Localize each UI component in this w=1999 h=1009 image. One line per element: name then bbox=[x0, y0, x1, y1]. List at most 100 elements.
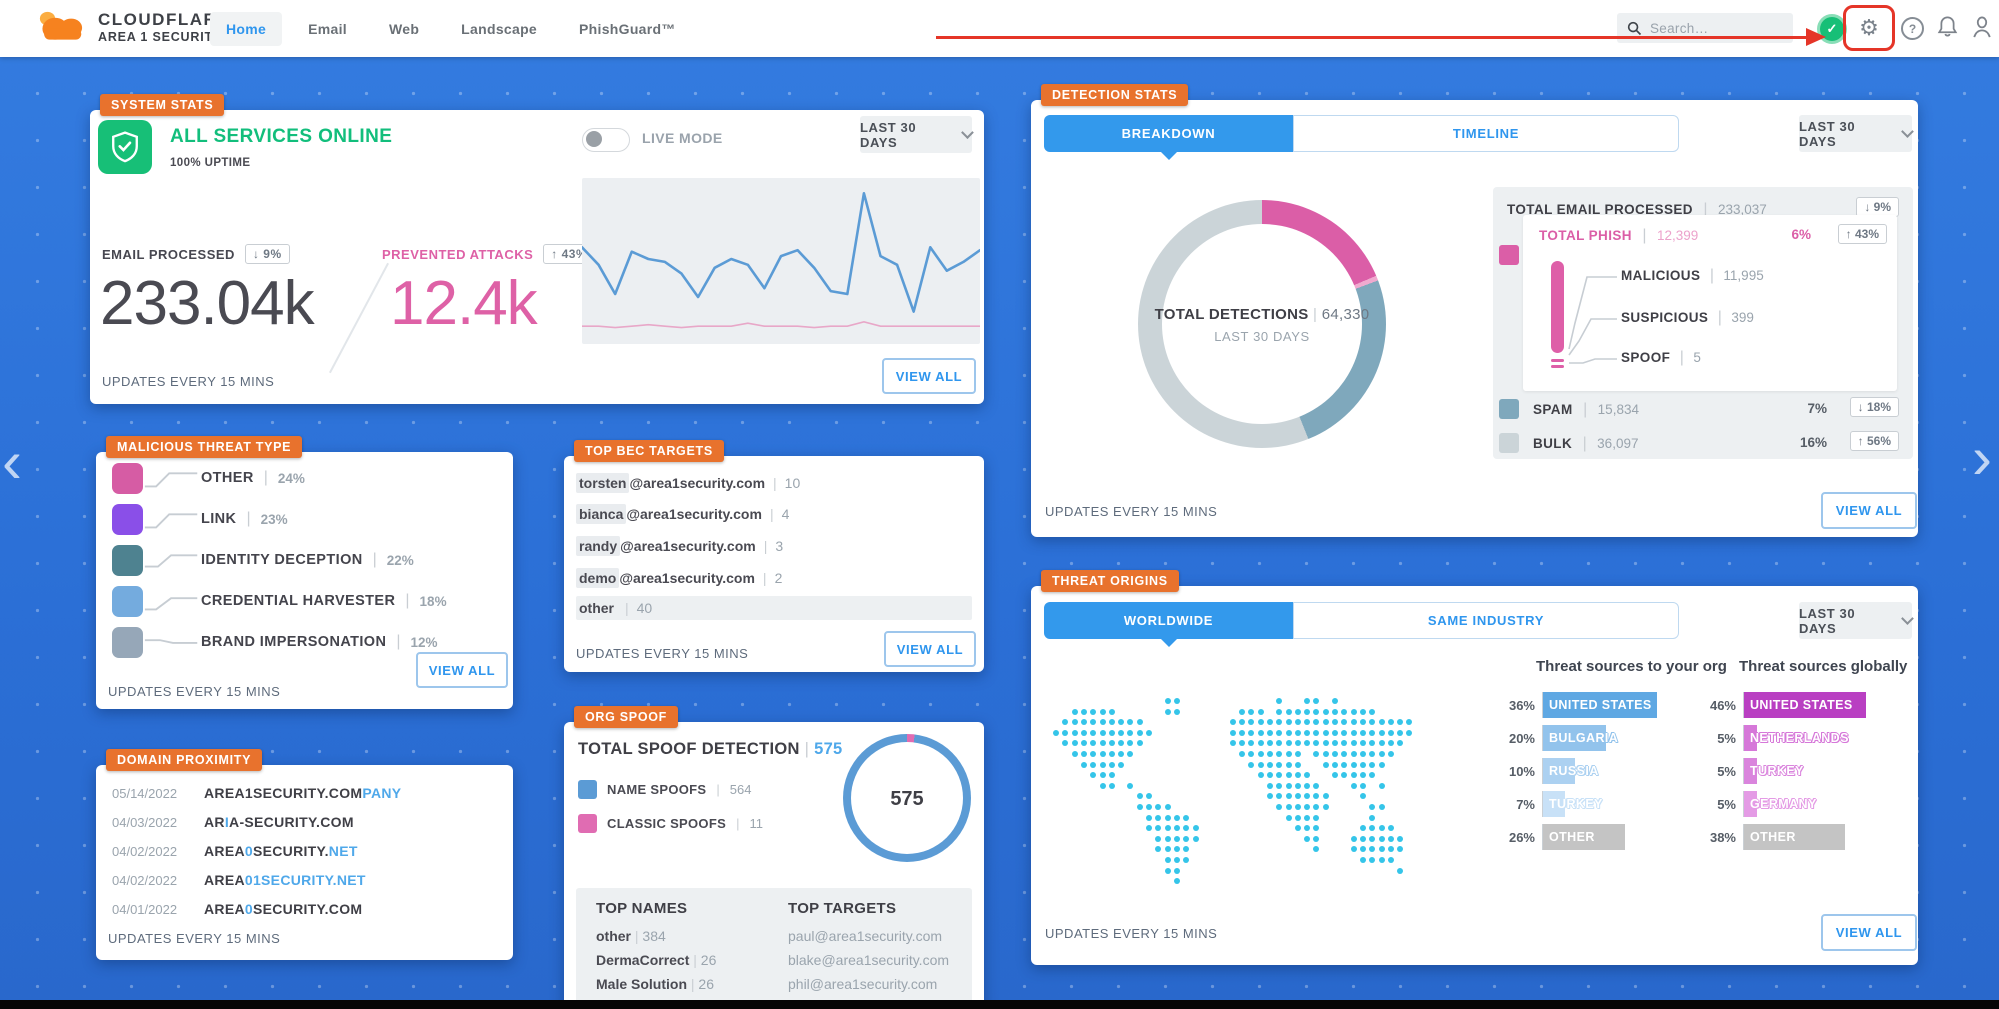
threat-type-row: BRAND IMPERSONATION 12% bbox=[112, 626, 438, 658]
bec-target-row: bianca@area1security.com 4 bbox=[576, 502, 789, 526]
nav-item-email[interactable]: Email bbox=[308, 20, 347, 37]
country-bar: TURKEY bbox=[1743, 758, 1803, 784]
view-all-button[interactable]: VIEW ALL bbox=[1821, 914, 1917, 951]
domain-row: 04/02/2022 AREA 01SECURITY.NET bbox=[112, 872, 366, 888]
threat-color-chip bbox=[112, 462, 143, 494]
bec-domain: @area1security.com bbox=[620, 538, 756, 554]
global-bar-row: 5% GERMANY bbox=[1694, 791, 1816, 817]
carousel-left-chevron[interactable]: ‹ bbox=[2, 428, 22, 495]
domain-date: 05/14/2022 bbox=[112, 785, 178, 801]
help-icon[interactable]: ? bbox=[1901, 17, 1924, 40]
spoof-donut-center-value: 575 bbox=[890, 788, 924, 810]
threat-type-pct: 18% bbox=[419, 593, 447, 609]
detection-stats-card: DETECTION STATS BREAKDOWN TIMELINE LAST … bbox=[1031, 84, 1918, 537]
bulk-delta-badge: ↑ 56% bbox=[1849, 431, 1899, 451]
range-dropdown[interactable]: LAST 30 DAYS bbox=[860, 116, 974, 153]
bec-name: torsten bbox=[576, 473, 630, 493]
donut-center-label: TOTAL DETECTIONS bbox=[1154, 306, 1309, 323]
threat-type-label: BRAND IMPERSONATION bbox=[201, 634, 387, 650]
spam-value: 15,834 bbox=[1597, 402, 1639, 417]
updates-note: UPDATES EVERY 15 MINS bbox=[1045, 504, 1218, 519]
total-phish-pct: 6% bbox=[1791, 227, 1811, 242]
nav-item-home[interactable]: Home bbox=[210, 11, 283, 46]
domain-proximity-badge: DOMAIN PROXIMITY bbox=[106, 749, 263, 771]
bottom-letterbox-bar bbox=[0, 1000, 1999, 1009]
range-dropdown[interactable]: LAST 30 DAYS bbox=[1799, 115, 1914, 152]
domain-date: 04/01/2022 bbox=[112, 901, 178, 917]
bulk-value: 36,097 bbox=[1597, 436, 1639, 451]
global-bar-row: 46% UNITED STATES bbox=[1694, 692, 1866, 718]
nav-item-web[interactable]: Web bbox=[388, 20, 420, 37]
updates-note: UPDATES EVERY 15 MINS bbox=[108, 684, 281, 699]
org-sources-title: Threat sources to your org bbox=[1536, 658, 1727, 675]
country-bar: TURKEY bbox=[1542, 791, 1602, 817]
tab-same-industry[interactable]: SAME INDUSTRY bbox=[1293, 602, 1679, 639]
top-bec-targets-badge: TOP BEC TARGETS bbox=[574, 440, 724, 462]
total-email-label: TOTAL EMAIL PROCESSED bbox=[1507, 202, 1693, 217]
phish-bar-dash bbox=[1551, 365, 1564, 368]
bec-target-row-other: other 40 bbox=[576, 596, 972, 620]
system-stats-card: SYSTEM STATS ALL SERVICES ONLINE 100% UP… bbox=[90, 94, 984, 404]
settings-highlight-box: ⚙ bbox=[1843, 5, 1895, 51]
phish-bar bbox=[1551, 261, 1564, 353]
bec-domain: @area1security.com bbox=[626, 506, 762, 522]
user-avatar-icon[interactable] bbox=[1971, 15, 1993, 44]
bec-name: other bbox=[579, 600, 614, 616]
chevron-down-icon bbox=[1901, 125, 1914, 138]
domain-row: 04/02/2022 AREA 0 SECURITY. NET bbox=[112, 843, 358, 859]
updates-note: UPDATES EVERY 15 MINS bbox=[102, 374, 275, 389]
brand-name: CLOUDFLARE bbox=[98, 9, 231, 29]
toggle-knob bbox=[586, 131, 602, 147]
phish-color-chip bbox=[1499, 245, 1519, 265]
domain-date: 04/02/2022 bbox=[112, 872, 178, 888]
connector-line bbox=[144, 597, 198, 611]
spam-label: SPAM bbox=[1533, 402, 1573, 417]
live-mode-toggle[interactable] bbox=[582, 128, 630, 152]
tab-timeline[interactable]: TIMELINE bbox=[1293, 115, 1679, 152]
org-bar-row: 10% RUSSIA bbox=[1493, 758, 1598, 784]
malicious-value: 11,995 bbox=[1723, 268, 1764, 283]
bec-target-row: demo@area1security.com 2 bbox=[576, 566, 782, 590]
gear-icon[interactable]: ⚙ bbox=[1859, 15, 1879, 40]
threat-origins-badge: THREAT ORIGINS bbox=[1041, 570, 1179, 592]
range-dropdown-value: LAST 30 DAYS bbox=[1799, 118, 1856, 149]
country-bar: BULGARIA bbox=[1542, 725, 1618, 751]
view-all-button[interactable]: VIEW ALL bbox=[416, 652, 508, 688]
threat-type-label: LINK bbox=[201, 511, 237, 527]
view-all-button[interactable]: VIEW ALL bbox=[882, 358, 976, 394]
email-processed-label: EMAIL PROCESSED bbox=[102, 246, 235, 262]
detection-donut-chart bbox=[1138, 200, 1386, 448]
nav-item-landscape[interactable]: Landscape bbox=[461, 20, 538, 37]
email-trend-line bbox=[580, 192, 982, 313]
threat-type-label: CREDENTIAL HARVESTER bbox=[201, 593, 396, 609]
country-bar: UNITED STATES bbox=[1743, 692, 1866, 718]
threat-color-chip bbox=[112, 626, 143, 658]
range-dropdown-value: LAST 30 DAYS bbox=[1799, 605, 1856, 636]
bec-count: 2 bbox=[774, 570, 783, 586]
connector-line bbox=[144, 513, 198, 529]
bec-count: 3 bbox=[775, 538, 784, 554]
tab-worldwide[interactable]: WORLDWIDE bbox=[1044, 602, 1293, 647]
bec-domain: @area1security.com bbox=[619, 570, 755, 586]
carousel-right-chevron[interactable]: › bbox=[1972, 424, 1992, 491]
annotation-arrow-line bbox=[936, 36, 1808, 39]
system-stats-badge: SYSTEM STATS bbox=[100, 94, 225, 116]
tab-breakdown[interactable]: BREAKDOWN bbox=[1044, 115, 1293, 160]
view-all-button[interactable]: VIEW ALL bbox=[884, 631, 976, 667]
nav-item-phishguard[interactable]: PhishGuard™ bbox=[579, 20, 676, 37]
bec-count: 40 bbox=[636, 600, 653, 616]
total-email-delta-badge: ↓ 9% bbox=[1856, 197, 1899, 217]
top-targets-title: TOP TARGETS bbox=[788, 900, 897, 917]
bell-icon[interactable] bbox=[1937, 15, 1958, 44]
domain-date: 04/03/2022 bbox=[112, 814, 178, 830]
live-mode-label: LIVE MODE bbox=[642, 130, 723, 146]
classic-spoofs-legend: CLASSIC SPOOFS11 bbox=[578, 814, 763, 833]
divider bbox=[329, 262, 389, 374]
bulk-label: BULK bbox=[1533, 436, 1573, 451]
global-bar-row: 5% NETHERLANDS bbox=[1694, 725, 1848, 751]
detection-stats-badge: DETECTION STATS bbox=[1041, 84, 1189, 106]
view-all-button[interactable]: VIEW ALL bbox=[1821, 492, 1917, 529]
range-dropdown[interactable]: LAST 30 DAYS bbox=[1799, 602, 1914, 639]
malicious-threat-type-card: MALICIOUS THREAT TYPE OTHER 24% LINK 23% I… bbox=[96, 436, 513, 709]
spoof-title: TOTAL SPOOF DETECTION bbox=[578, 740, 800, 758]
